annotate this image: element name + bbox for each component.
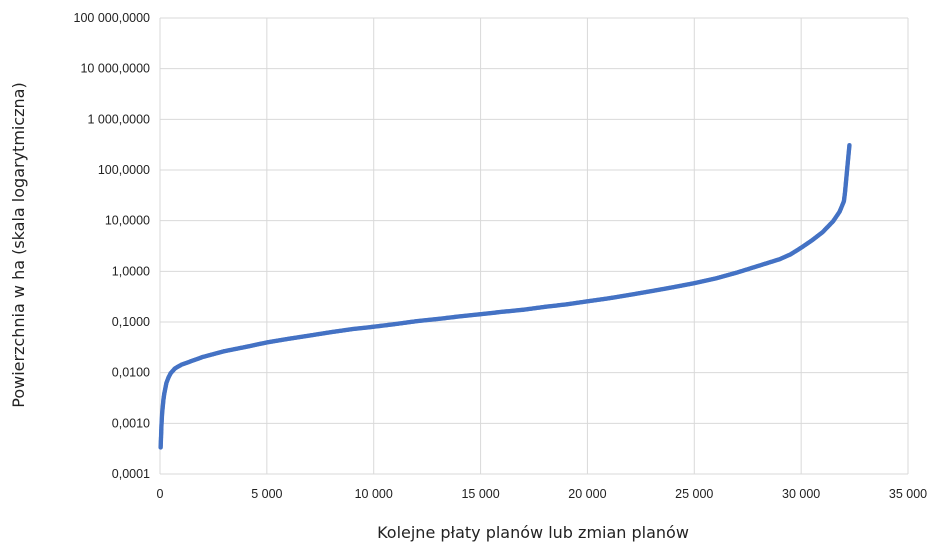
y-tick-label: 0,0100 <box>112 366 150 380</box>
y-tick-label: 10,0000 <box>105 214 150 228</box>
x-tick-label: 30 000 <box>782 487 820 501</box>
y-axis-title: Powierzchnia w ha (skala logarytmiczna) <box>9 82 28 407</box>
x-tick-label: 25 000 <box>675 487 713 501</box>
y-tick-label: 100 000,0000 <box>74 11 151 25</box>
y-tick-label: 1,0000 <box>112 264 150 278</box>
x-tick-label: 35 000 <box>889 487 927 501</box>
x-axis-title: Kolejne płaty planów lub zmian planów <box>377 523 689 542</box>
x-tick-label: 20 000 <box>568 487 606 501</box>
y-tick-label: 0,0001 <box>112 467 150 481</box>
x-tick-label: 10 000 <box>355 487 393 501</box>
x-tick-label: 5 000 <box>251 487 282 501</box>
y-tick-label: 1 000,0000 <box>87 112 150 126</box>
y-tick-label: 0,0010 <box>112 416 150 430</box>
data-series <box>158 142 852 450</box>
data-point <box>847 142 852 148</box>
y-tick-label: 10 000,0000 <box>80 62 150 76</box>
y-axis-ticks: 0,0001 0,0010 0,0100 0,1000 1,0000 10,0000 100… <box>74 11 151 481</box>
y-tick-label: 0,1000 <box>112 315 150 329</box>
x-tick-label: 15 000 <box>461 487 499 501</box>
x-axis-ticks: 0 5 000 10 000 15 000 20 000 25 000 30 000 35 0… <box>157 487 928 501</box>
x-tick-label: 0 <box>157 487 164 501</box>
grid-lines <box>159 17 909 475</box>
y-tick-label: 100,0000 <box>98 163 150 177</box>
